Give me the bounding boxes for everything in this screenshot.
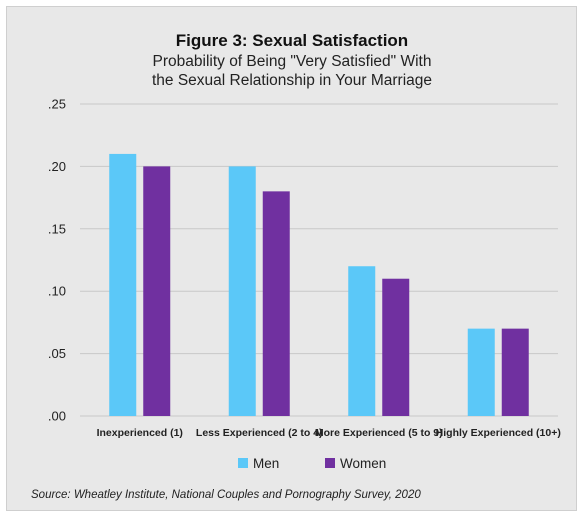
bar-men-4 [467,328,495,416]
y-tick-label: .15 [48,221,66,236]
bar-men-2 [228,166,256,416]
x-tick-label: Highly Experienced (10+) [436,427,561,439]
y-tick-label: .20 [48,159,66,174]
bar-men-1 [109,153,137,417]
bar-women-4 [501,328,529,416]
chart-source: Source: Wheatley Institute, National Cou… [31,489,421,501]
x-tick-label: Less Experienced (2 to 4) [196,427,323,439]
y-tick-label: .25 [48,97,66,112]
legend-label-women: Women [340,456,386,471]
chart-frame: Figure 3: Sexual Satisfaction Probabilit… [6,6,577,511]
y-axis-ticks: .00 .05 .10 .15 .20 .25 [48,97,66,424]
y-tick-label: .05 [48,346,66,361]
y-tick-label: .00 [48,409,66,424]
chart-title: Figure 3: Sexual Satisfaction [176,31,408,50]
chart-subtitle-line-2: the Sexual Relationship in Your Marriage [152,72,432,89]
x-tick-label: Inexperienced (1) [97,427,183,439]
y-tick-label: .10 [48,284,66,299]
chart-subtitle-line-1: Probability of Being "Very Satisfied" Wi… [153,53,432,70]
legend: Men Women [238,456,386,471]
legend-label-men: Men [253,456,279,471]
x-axis-ticks: Inexperienced (1) Less Experienced (2 to … [97,427,561,439]
bar-men-3 [348,266,376,416]
legend-swatch-women [325,458,335,468]
bars [109,153,529,417]
bar-women-1 [143,166,171,416]
bar-women-2 [262,191,290,416]
chart-svg: Figure 3: Sexual Satisfaction Probabilit… [31,31,561,501]
x-tick-label: More Experienced (5 to 9) [315,427,443,439]
legend-swatch-men [238,458,248,468]
bar-women-3 [382,278,410,416]
